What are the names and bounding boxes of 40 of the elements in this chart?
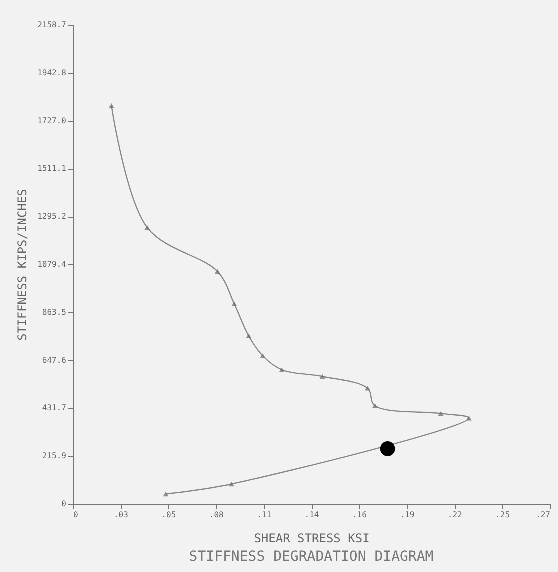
y-axis-title: STIFFNESS KIPS/INCHES bbox=[16, 189, 30, 341]
x-tick-label: .08 bbox=[209, 510, 224, 520]
x-tick-label: .25 bbox=[496, 510, 510, 520]
point bbox=[466, 416, 472, 421]
text: STIFFNESS DEGRADATION DIAGRAM bbox=[189, 549, 434, 565]
y-tick-label: 215.9 bbox=[42, 452, 67, 461]
y-tick-label: 647.6 bbox=[42, 356, 67, 365]
y-tick-label: 0 bbox=[62, 500, 67, 508]
point bbox=[108, 104, 114, 108]
point bbox=[380, 442, 396, 456]
x-tick-label: 0 bbox=[74, 510, 78, 520]
y-tick-label: 1942.8 bbox=[38, 68, 67, 78]
x-tick-label: .16 bbox=[352, 510, 368, 520]
point bbox=[214, 269, 220, 274]
x-tick-label: .14 bbox=[304, 510, 320, 520]
x-tick-label: .22 bbox=[448, 510, 463, 520]
x-axis-title: SHEAR STRESS KSI bbox=[254, 532, 370, 546]
y-tick-label: 1727.0 bbox=[38, 116, 67, 126]
x-tick-label: .11 bbox=[257, 510, 272, 520]
point bbox=[144, 225, 150, 230]
y-tick-label: 1295.2 bbox=[38, 212, 67, 222]
point bbox=[320, 374, 326, 380]
point bbox=[232, 302, 238, 306]
point bbox=[246, 334, 252, 338]
point bbox=[279, 368, 285, 372]
y-tick-label: 431.7 bbox=[42, 404, 67, 413]
y-tick-label: 863.5 bbox=[42, 308, 67, 317]
y-tick-label: 2158.7 bbox=[38, 20, 67, 30]
x-tick-label: .27 bbox=[536, 510, 551, 520]
y-tick-label: 1511.1 bbox=[38, 164, 67, 174]
point bbox=[260, 354, 266, 358]
point bbox=[438, 411, 444, 416]
y-tick-label: 1079.4 bbox=[38, 260, 67, 269]
x-tick-label: .03 bbox=[114, 510, 129, 520]
x-tick-label: .19 bbox=[400, 510, 415, 520]
point bbox=[228, 482, 234, 487]
point bbox=[364, 386, 370, 391]
point bbox=[372, 404, 378, 408]
x-tick-label: .05 bbox=[162, 510, 176, 520]
point bbox=[163, 492, 169, 497]
